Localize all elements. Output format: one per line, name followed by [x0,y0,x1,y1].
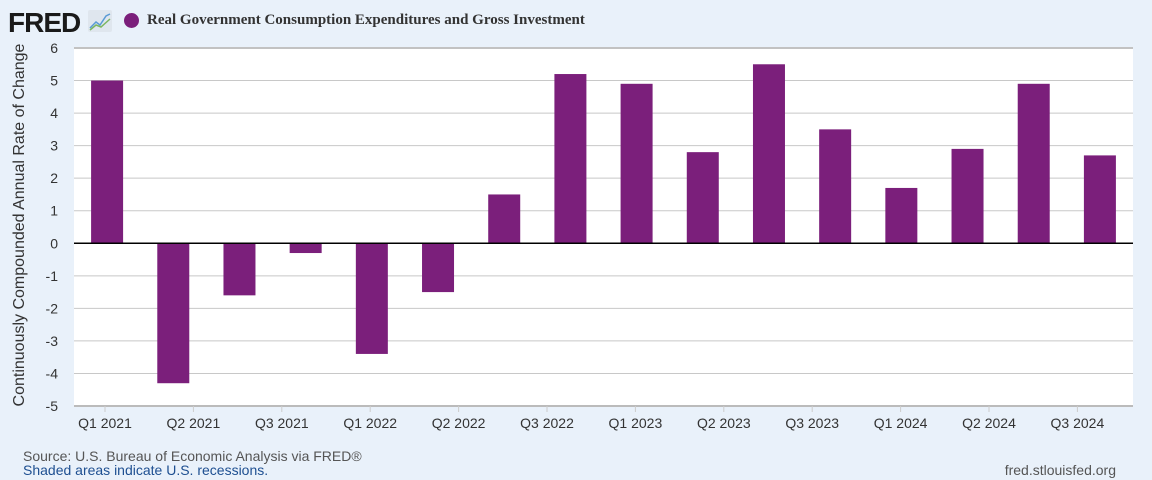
x-tick-label: Q2 2023 [697,415,751,431]
y-tick-label: 1 [50,203,58,219]
bar-q2-2022 [422,243,455,293]
recessions-note[interactable]: Shaded areas indicate U.S. recessions. [23,462,269,478]
y-tick-label: 2 [50,170,58,186]
bar-q2-2024 [951,148,984,244]
y-tick-label: -5 [46,398,59,414]
bar-q2-2023 [686,152,719,244]
bar-q3-2023 [752,64,785,244]
y-tick-label: 4 [50,105,58,121]
bar-q1-2022 [355,243,388,354]
x-tick-label: Q1 2022 [343,415,397,431]
bar-q1-2023 [620,83,653,244]
x-tick-label: Q2 2022 [432,415,486,431]
x-tick-label: Q3 2022 [520,415,574,431]
bar-q4-2024 [1083,155,1116,244]
y-tick-label: -3 [46,333,59,349]
y-tick-label: -2 [46,300,59,316]
y-tick-label: -4 [46,365,59,381]
y-tick-label: -1 [46,268,59,284]
y-tick-label: 6 [50,40,58,56]
bar-q3-2022 [488,194,521,244]
x-tick-label: Q3 2024 [1051,415,1105,431]
x-tick-label: Q3 2023 [785,415,839,431]
x-tick-label: Q2 2021 [167,415,221,431]
x-tick-label: Q2 2024 [962,415,1016,431]
x-tick-label: Q1 2024 [874,415,928,431]
bar-q3-2024 [1017,83,1050,244]
bar-q2-2021 [157,243,190,384]
bar-q4-2021 [289,243,322,254]
y-tick-label: 0 [50,235,58,251]
bar-q4-2022 [554,74,587,244]
source-note: Source: U.S. Bureau of Economic Analysis… [23,448,362,464]
y-tick-label: 5 [50,73,58,89]
bar-q3-2021 [223,243,256,296]
bar-chart: 6 5 4 3 2 1 0 -1 -2 -3 -4 -5 Q1 2021 Q2 2021 Q3 2021 Q1… [46,40,1133,431]
fred-logo-graph-icon [88,10,112,32]
legend-marker-icon [124,13,139,28]
bar-q4-2023 [819,129,852,244]
site-link[interactable]: fred.stlouisfed.org [1004,462,1116,478]
y-tick-label: 3 [50,138,58,154]
x-tick-label: Q1 2021 [78,415,132,431]
bar-q1-2021 [91,80,124,244]
fred-logo[interactable]: FRED [8,7,81,38]
bar-q1-2024 [885,187,918,244]
x-tick-label: Q1 2023 [609,415,663,431]
x-tick-label: Q3 2021 [255,415,309,431]
series-title[interactable]: Real Government Consumption Expenditures… [147,12,585,28]
